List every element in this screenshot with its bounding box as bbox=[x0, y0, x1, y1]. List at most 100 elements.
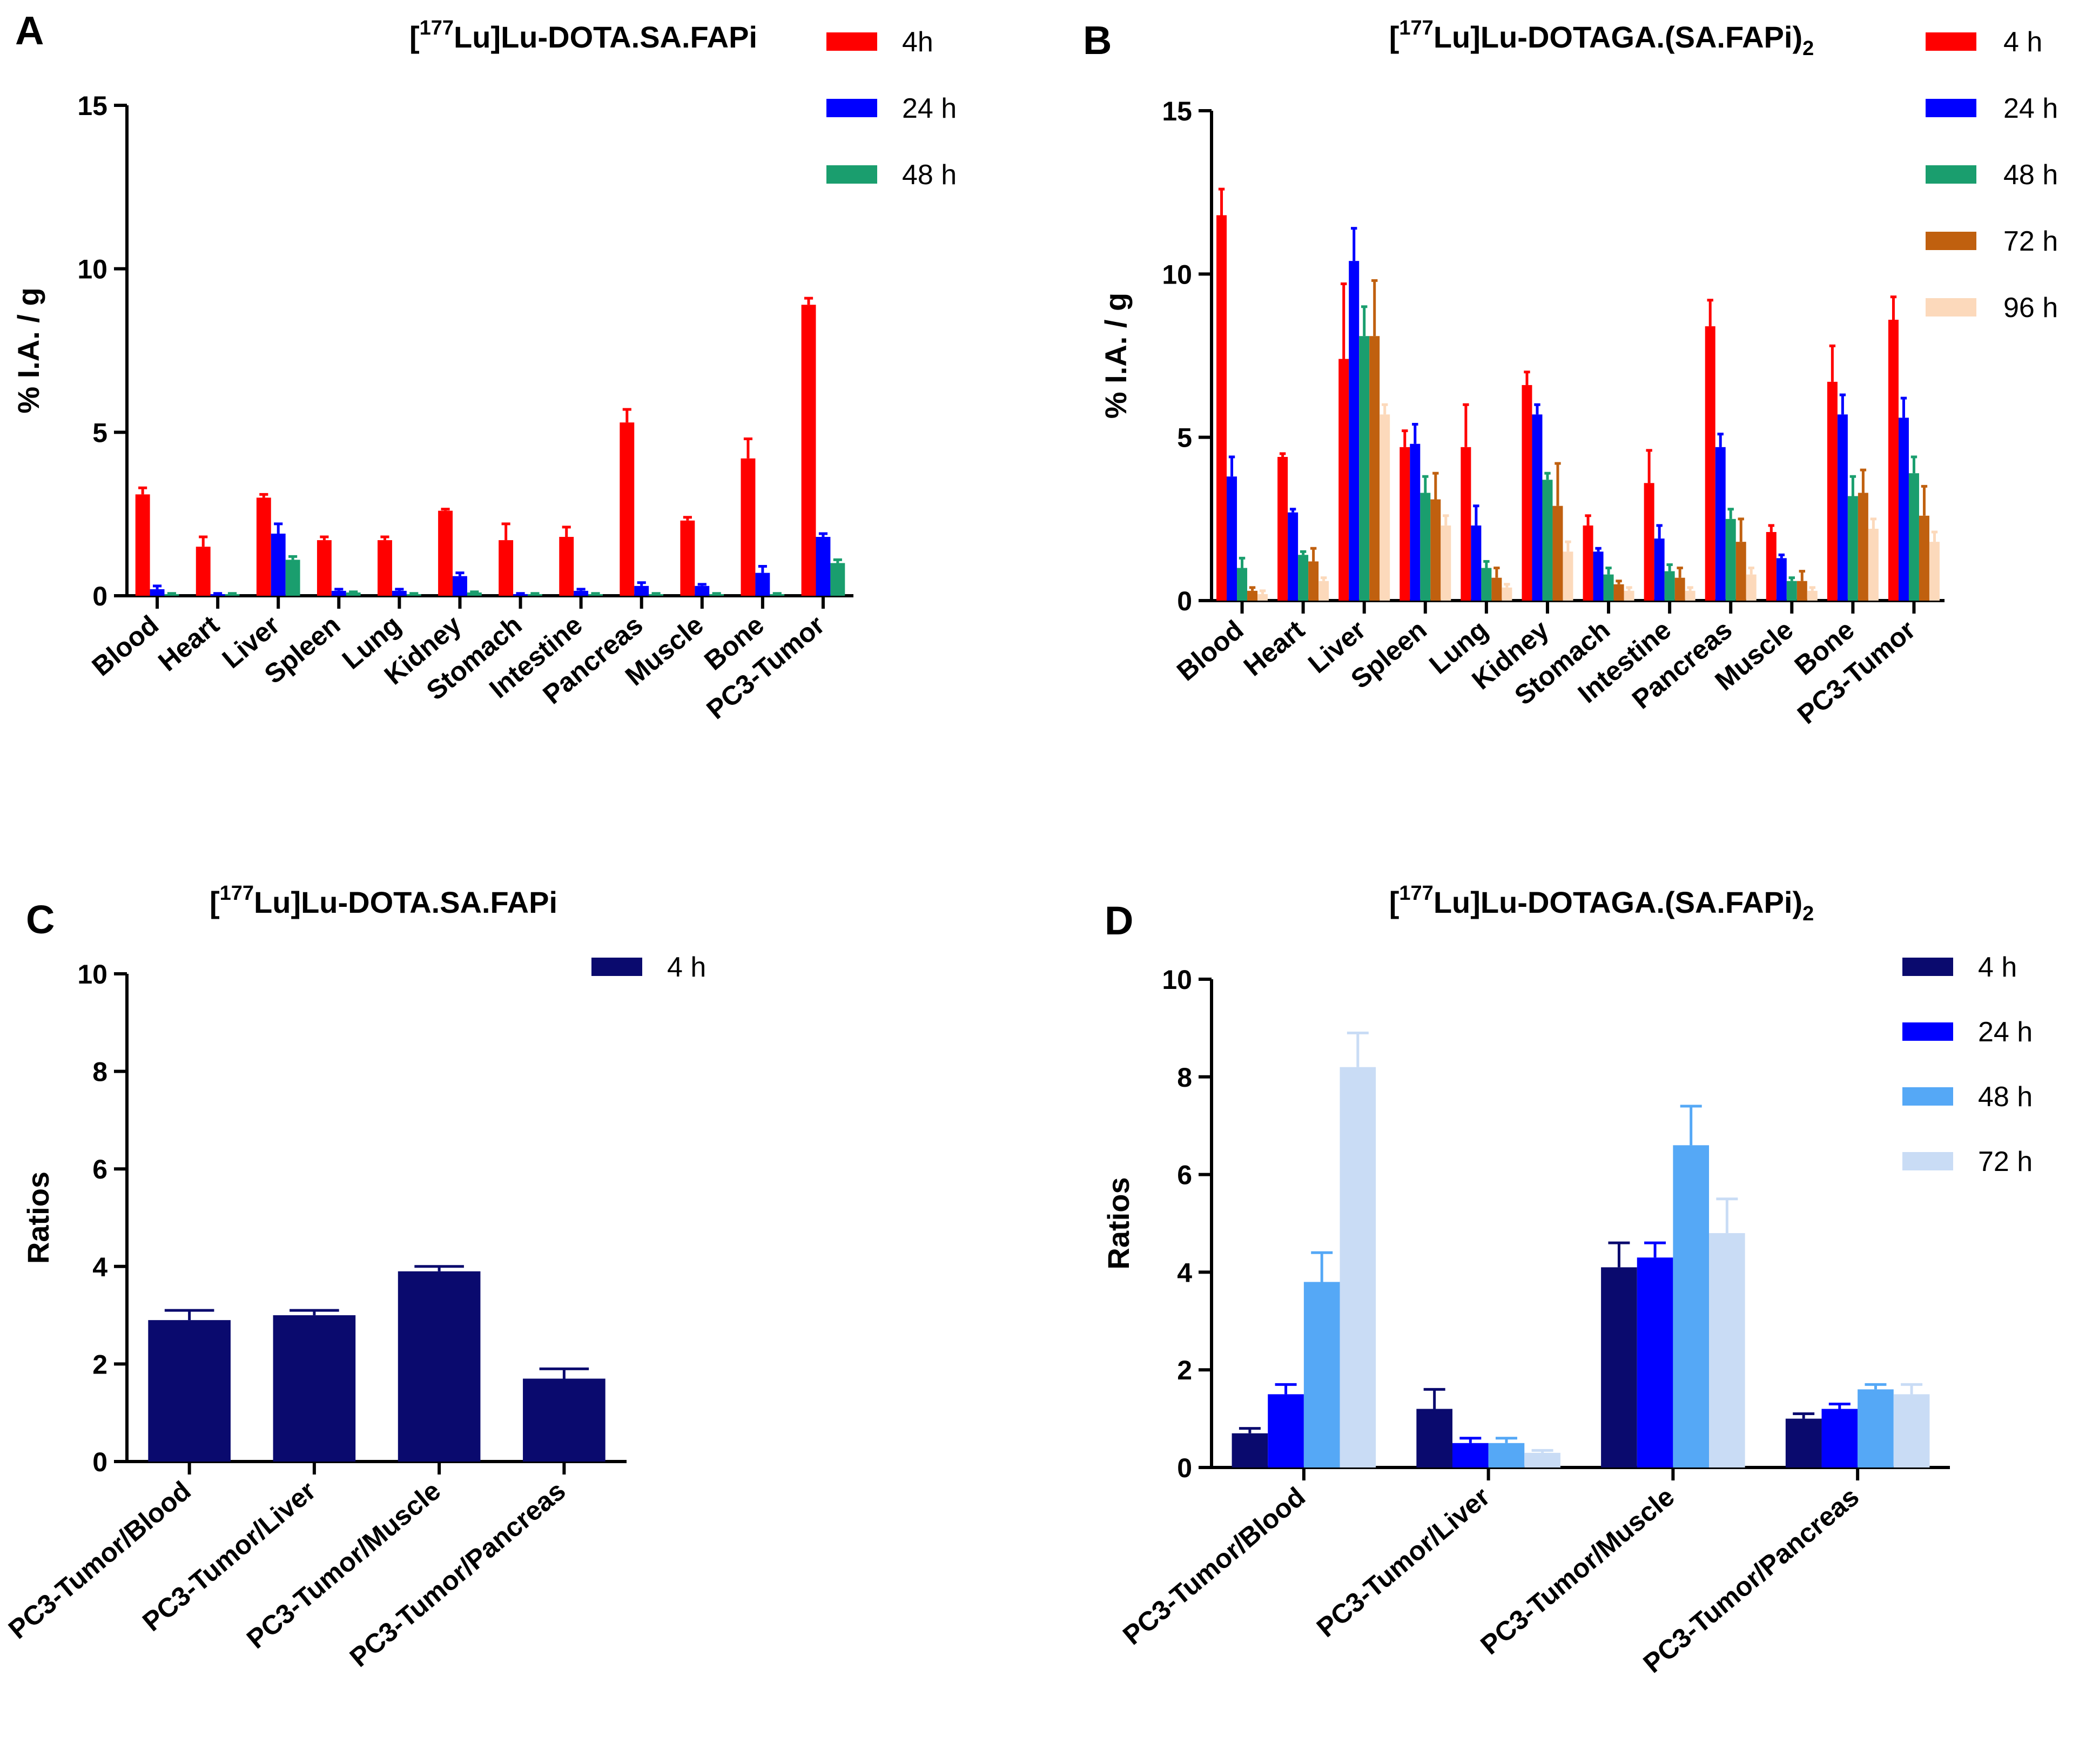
legend-label: 4 h bbox=[1978, 952, 2017, 983]
panel-letter: C bbox=[26, 897, 55, 942]
legend: 4 h 24 h 48 h 72 h 96 h bbox=[1926, 26, 2058, 324]
bar-24h-spleen bbox=[1410, 443, 1421, 601]
legend-label: 4h bbox=[902, 26, 933, 58]
x-category-label: PC3-Tumor/Blood bbox=[1117, 1482, 1311, 1651]
bar-24h-liver bbox=[271, 533, 286, 596]
title-prefix: [ bbox=[1389, 20, 1400, 54]
legend: 4h 24 h 48 h bbox=[826, 26, 957, 191]
legend-label: 24 h bbox=[902, 93, 957, 124]
bar-48h-pancreas bbox=[649, 594, 664, 596]
legend-swatch bbox=[1926, 32, 1976, 51]
bar-24h-pc3-tumor bbox=[1898, 418, 1909, 601]
panel-a: A [177Lu]Lu-DOTA.SA.FAPi % I.A. / g 0 5 10 15 B… bbox=[11, 8, 957, 725]
bar-24h-liver bbox=[1349, 261, 1360, 601]
y-tick-label: 10 bbox=[77, 254, 107, 285]
bar-72h-stomach bbox=[1613, 584, 1624, 601]
title-main: Lu]Lu-DOTA.SA.FAPi bbox=[454, 20, 757, 54]
panel-d: D [177Lu]Lu-DOTAGA.(SA.FAPi)2Ratios024681… bbox=[1101, 882, 2033, 1679]
bar-24h-spleen bbox=[331, 590, 346, 596]
bar-72h-bone bbox=[1858, 493, 1868, 601]
bar-4h-pancreas bbox=[1705, 326, 1715, 601]
bar-4h-pc3-tumor-blood bbox=[148, 1320, 231, 1462]
bar-4h-muscle bbox=[680, 520, 695, 596]
bar-4h-pc3-tumor-muscle bbox=[398, 1271, 481, 1462]
bar-48h-blood bbox=[1237, 568, 1248, 601]
bar-24h-muscle bbox=[695, 585, 710, 596]
panel-letter: A bbox=[15, 8, 44, 53]
bar-4h-heart bbox=[1277, 456, 1288, 601]
bar-4h-pc3-tumor bbox=[1888, 319, 1899, 601]
bar-48h-heart bbox=[225, 594, 240, 596]
bar-24h-muscle bbox=[1776, 558, 1787, 601]
y-tick-label: 4 bbox=[92, 1252, 107, 1282]
bar-96h-intestine bbox=[1685, 590, 1696, 601]
bar-48h-pc3-tumor-liver bbox=[1488, 1443, 1525, 1467]
legend-swatch bbox=[826, 32, 877, 51]
bar-96h-muscle bbox=[1807, 590, 1818, 601]
bar-24h-pancreas bbox=[634, 585, 649, 596]
legend-label: 72 h bbox=[1978, 1146, 2033, 1177]
y-axis-label: Ratios bbox=[1101, 1177, 1135, 1269]
bar-48h-blood bbox=[164, 594, 179, 596]
bar-72h-lung bbox=[1491, 577, 1502, 601]
bar-48h-pc3-tumor-blood bbox=[1303, 1282, 1340, 1467]
bar-48h-bone bbox=[770, 594, 785, 596]
title-subscript: 2 bbox=[1802, 37, 1814, 60]
bar-72h-pc3-tumor-muscle bbox=[1709, 1233, 1745, 1467]
x-category-label: Blood bbox=[1171, 615, 1249, 687]
y-tick-label: 2 bbox=[92, 1349, 107, 1379]
bar-48h-liver bbox=[285, 560, 300, 596]
y-tick-label: 6 bbox=[1177, 1160, 1192, 1190]
legend-label: 48 h bbox=[2003, 159, 2058, 191]
bar-48h-heart bbox=[1298, 555, 1309, 601]
bar-48h-muscle bbox=[709, 594, 724, 596]
bar-48h-bone bbox=[1847, 496, 1858, 601]
bar-4h-lung bbox=[1461, 447, 1471, 601]
legend-label: 48 h bbox=[902, 159, 957, 191]
bar-24h-bone bbox=[1837, 414, 1848, 601]
bar-4h-stomach bbox=[1583, 525, 1593, 601]
bar-72h-intestine bbox=[1674, 577, 1685, 601]
title-superscript: 177 bbox=[1399, 882, 1433, 905]
bar-48h-stomach bbox=[1603, 574, 1614, 601]
bar-4h-pc3-tumor-liver bbox=[273, 1315, 356, 1462]
bar-4h-pc3-tumor-blood bbox=[1232, 1433, 1268, 1467]
bar-48h-intestine bbox=[1664, 571, 1675, 601]
bar-48h-lung bbox=[1481, 568, 1492, 601]
y-tick-label: 10 bbox=[1162, 259, 1192, 289]
panel-c: C [177Lu]Lu-DOTA.SA.FAPi Ratios 0 2 4 6 8 10 PC3-… bbox=[3, 882, 706, 1673]
legend-swatch bbox=[591, 958, 642, 976]
bar-24h-heart bbox=[210, 594, 225, 596]
bar-4h-pc3-tumor-muscle bbox=[1601, 1267, 1637, 1467]
bar-48h-pc3-tumor-pancreas bbox=[1858, 1389, 1894, 1467]
y-tick-label: 10 bbox=[1162, 965, 1192, 995]
bar-96h-bone bbox=[1868, 528, 1879, 601]
legend-label: 4 h bbox=[2003, 26, 2042, 58]
y-axis-label: % I.A. / g bbox=[1099, 293, 1133, 419]
legend-swatch bbox=[1926, 165, 1976, 184]
y-tick-label: 0 bbox=[1177, 586, 1192, 616]
title-prefix: [ bbox=[1389, 885, 1400, 919]
bar-4h-lung bbox=[378, 540, 392, 596]
legend-label: 96 h bbox=[2003, 292, 2058, 324]
title-subscript: 2 bbox=[1802, 903, 1814, 925]
legend-label: 24 h bbox=[1978, 1016, 2033, 1048]
legend-label: 24 h bbox=[2003, 93, 2058, 124]
bar-48h-spleen bbox=[1420, 493, 1431, 601]
bar-4h-blood bbox=[1216, 215, 1227, 601]
bar-48h-pc3-tumor bbox=[830, 563, 845, 596]
bar-48h-spleen bbox=[346, 592, 361, 596]
bar-4h-heart bbox=[196, 547, 211, 596]
title-prefix: [ bbox=[210, 885, 220, 919]
legend-swatch bbox=[1926, 99, 1976, 117]
bar-72h-pc3-tumor bbox=[1919, 515, 1929, 601]
legend: 4 h 24 h 48 h 72 h bbox=[1902, 952, 2033, 1177]
legend: 4 h bbox=[591, 952, 706, 983]
title-main: Lu]Lu-DOTAGA.(SA.FAPi) bbox=[1434, 20, 1802, 54]
y-tick-label: 5 bbox=[1177, 423, 1192, 453]
bar-48h-lung bbox=[406, 594, 421, 596]
bar-24h-kidney bbox=[453, 576, 467, 596]
bar-72h-muscle bbox=[1797, 581, 1807, 601]
bar-4h-spleen bbox=[1400, 447, 1410, 601]
